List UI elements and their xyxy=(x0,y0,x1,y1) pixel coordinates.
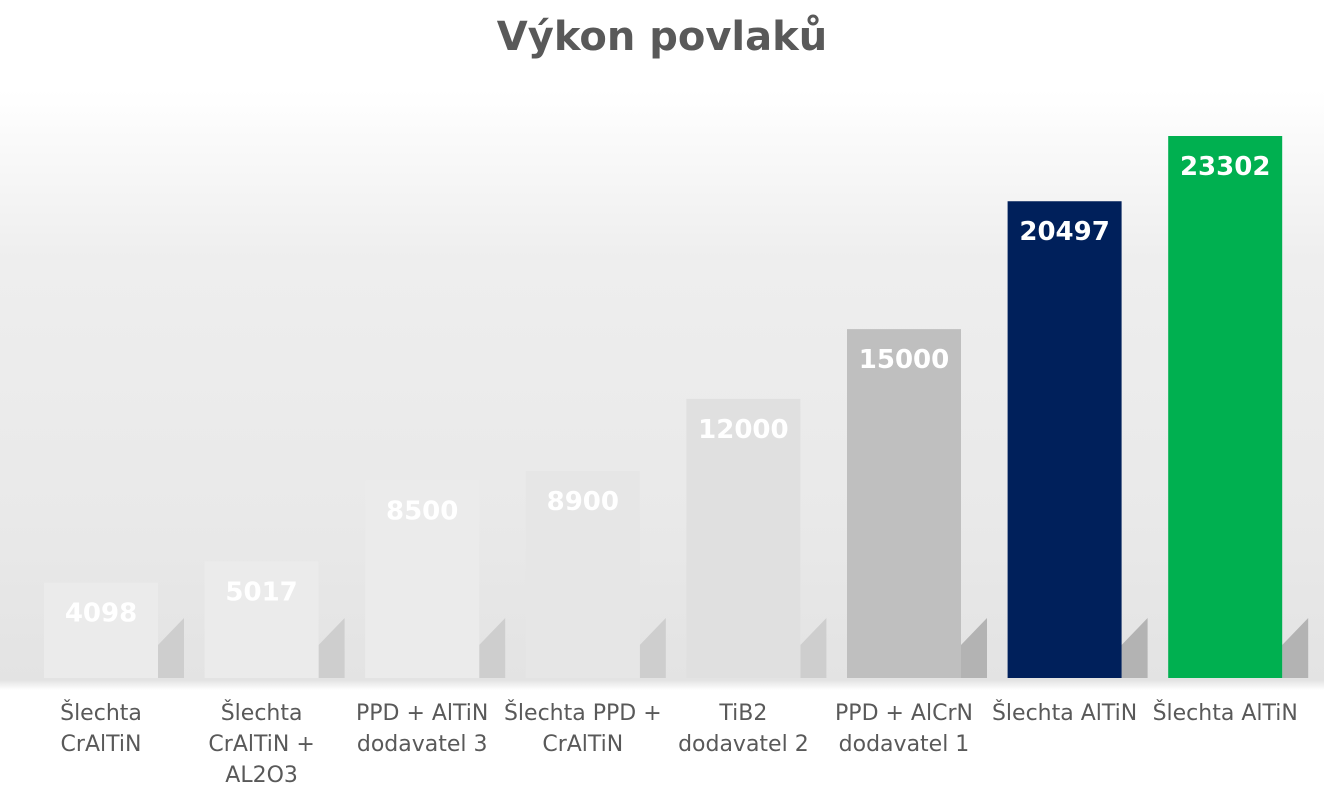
category-label-line: PPD + AlCrN xyxy=(835,701,973,726)
category-label: PPD + AlTiN dodavatel 3 xyxy=(343,698,501,760)
category-label: Šlechta CrAlTiN + AL2O3 xyxy=(183,698,341,791)
category-label: Šlechta AlTiN xyxy=(1146,698,1304,729)
bar xyxy=(1168,136,1283,678)
bar-value-label: 8900 xyxy=(547,487,619,517)
category-label: TiB2 dodavatel 2 xyxy=(664,698,822,760)
bar-value-label: 15000 xyxy=(859,345,949,375)
category-label-line: dodavatel 2 xyxy=(678,732,809,757)
category-label: Šlechta PPD + CrAlTiN xyxy=(504,698,662,760)
category-label: Šlechta AlTiN xyxy=(986,698,1144,729)
category-label-line: Šlechta AlTiN xyxy=(991,701,1138,726)
chart-title: Výkon povlaků xyxy=(496,14,828,60)
category-label-line: Šlechta xyxy=(220,701,303,726)
bar-value-label: 4098 xyxy=(65,599,137,629)
category-label-line: Šlechta xyxy=(60,701,142,726)
category-label-line: Šlechta AlTiN xyxy=(1152,701,1298,726)
bar-shadow xyxy=(961,618,987,678)
bar xyxy=(44,582,158,678)
category-label-line: CrAlTiN xyxy=(542,732,624,757)
bar xyxy=(1007,201,1122,678)
category-label-line: CrAlTiN xyxy=(60,732,142,757)
category-label-line: dodavatel 1 xyxy=(838,732,970,757)
bar xyxy=(525,470,640,678)
bar-value-label: 12000 xyxy=(698,415,788,445)
category-label-line: TiB2 xyxy=(719,701,768,726)
bar-shadow xyxy=(1282,618,1309,678)
bar-shadow xyxy=(158,618,184,678)
bar-value-label: 20497 xyxy=(1019,217,1109,247)
bar xyxy=(847,329,961,678)
category-label-line: AL2O3 xyxy=(225,763,298,788)
bar-shadow xyxy=(639,618,666,678)
bar xyxy=(204,561,319,678)
category-label-line: dodavatel 3 xyxy=(356,732,488,757)
category-label: Šlechta CrAlTiN xyxy=(22,698,180,760)
bar-shadow xyxy=(800,618,827,678)
bar-shadow xyxy=(479,618,506,678)
bar-value-label: 5017 xyxy=(225,577,297,607)
bar xyxy=(365,480,480,678)
category-label-line: CrAlTiN + xyxy=(208,732,315,757)
bar-shadow xyxy=(1121,618,1148,678)
category-label-line: Šlechta PPD + xyxy=(503,701,662,726)
category-label: PPD + AlCrN dodavatel 1 xyxy=(825,698,983,760)
bar-value-label: 8500 xyxy=(386,496,458,526)
bar xyxy=(686,398,801,678)
bar-shadow xyxy=(318,618,345,678)
bar-value-label: 23302 xyxy=(1180,152,1270,182)
category-label-line: PPD + AlTiN xyxy=(355,701,489,726)
